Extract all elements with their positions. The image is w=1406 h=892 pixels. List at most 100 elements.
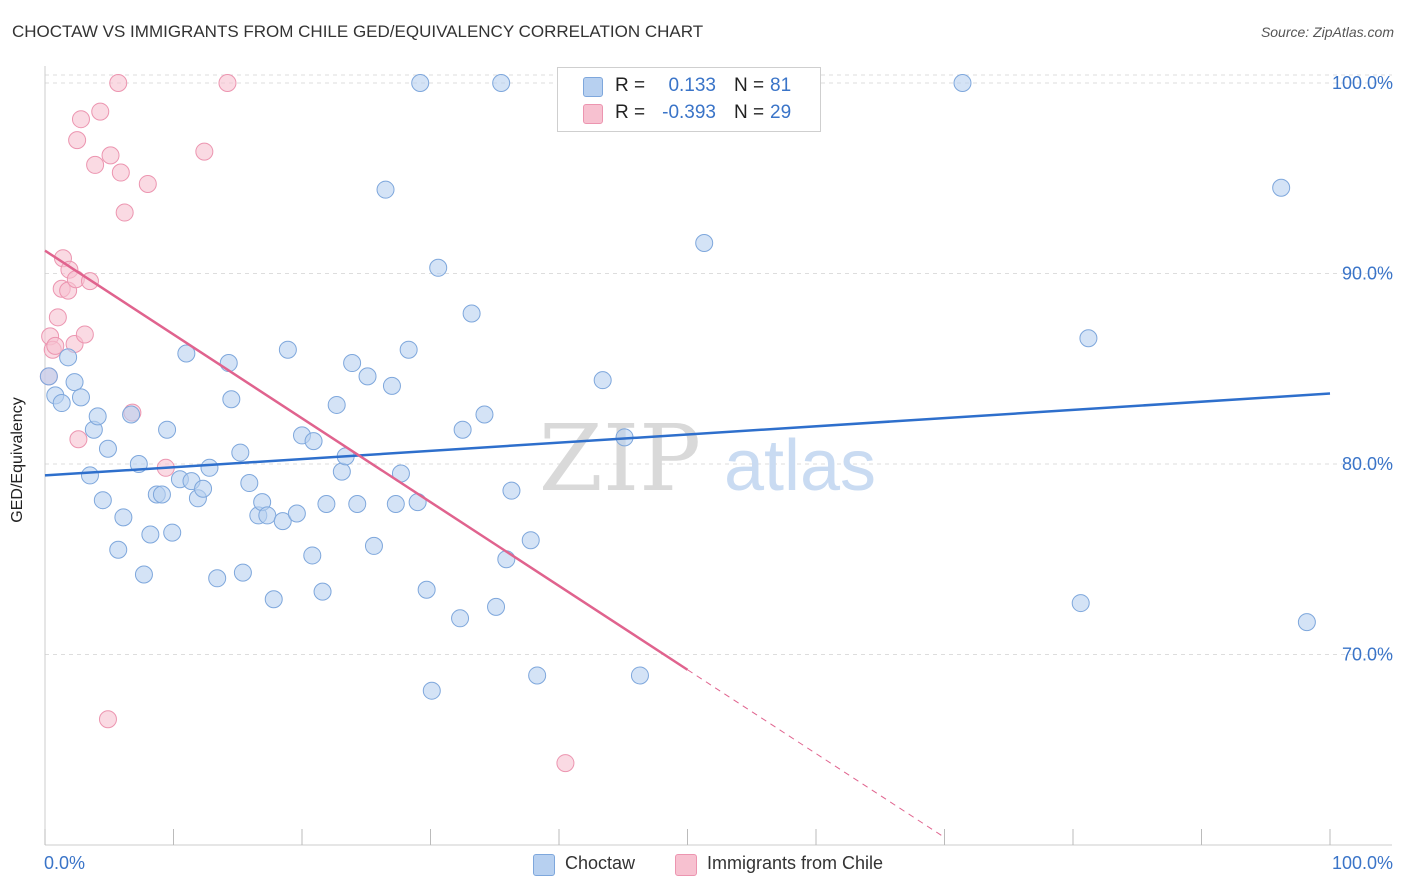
choctaw-point [1297, 613, 1316, 632]
choctaw-point [114, 508, 133, 527]
chile-point [46, 336, 65, 355]
chile-point [69, 430, 88, 449]
choctaw-point [502, 481, 521, 500]
n-label: N = [734, 75, 765, 96]
r-value: 0.133 [668, 75, 716, 96]
choctaw-point [364, 536, 383, 555]
r-label: R = [615, 102, 646, 123]
choctaw-point [231, 443, 250, 462]
choctaw-point [475, 405, 494, 424]
y-tick-label: 100.0% [1332, 73, 1393, 93]
choctaw-point [593, 371, 612, 390]
n-value: 29 [770, 102, 792, 123]
x-tick-label: 0.0% [44, 853, 85, 873]
choctaw-point [264, 590, 283, 609]
choctaw-point [88, 407, 107, 426]
choctaw-point [453, 420, 472, 439]
choctaw-trend-line [44, 392, 1331, 477]
chile-point [109, 74, 128, 92]
r-value: -0.393 [662, 102, 716, 123]
choctaw-point [417, 580, 436, 599]
x-tick-label: 100.0% [1332, 853, 1393, 873]
choctaw-point [358, 367, 377, 386]
choctaw-point [630, 666, 649, 685]
chile-swatch [583, 104, 603, 124]
choctaw-point [98, 439, 117, 458]
choctaw-point [258, 506, 277, 525]
chart-title: CHOCTAW VS IMMIGRANTS FROM CHILE GED/EQU… [12, 22, 704, 41]
choctaw-point [163, 523, 182, 542]
choctaw-point [492, 74, 511, 92]
choctaw-point [141, 525, 160, 544]
correlation-legend: R = 0.133 N = 81 R = -0.393 N = 29 [557, 67, 821, 132]
watermark: ZIP atlas [539, 405, 876, 512]
choctaw-point [52, 394, 71, 413]
choctaw-points [39, 74, 1316, 700]
choctaw-point [152, 485, 171, 504]
choctaw-point [304, 432, 323, 451]
choctaw-legend-label: Choctaw [565, 853, 636, 873]
chile-point [86, 155, 105, 174]
choctaw-point [317, 495, 336, 514]
chile-point [556, 754, 575, 773]
choctaw-point [200, 458, 219, 477]
choctaw-point [278, 340, 297, 359]
choctaw-point [122, 405, 141, 424]
n-label: N = [734, 102, 765, 123]
tick-labels: 70.0% 80.0% 90.0% 100.0% 0.0% 100.0% [44, 73, 1393, 873]
chile-point [138, 174, 157, 193]
watermark-zip: ZIP [539, 405, 701, 512]
choctaw-point [1079, 329, 1098, 348]
choctaw-swatch [583, 77, 603, 97]
chile-point [71, 110, 90, 129]
choctaw-point [303, 546, 322, 565]
chile-point [101, 146, 120, 165]
chile-trend-line [44, 249, 689, 671]
choctaw-point [399, 340, 418, 359]
chile-legend-swatch [675, 854, 697, 876]
choctaw-point [313, 582, 332, 601]
chile-point [195, 142, 214, 161]
choctaw-point [429, 258, 448, 277]
choctaw-point [327, 395, 346, 414]
chile-legend-label: Immigrants from Chile [707, 853, 884, 873]
chile-point [75, 325, 94, 344]
choctaw-point [233, 563, 252, 582]
chile-point [218, 74, 237, 92]
y-tick-label: 70.0% [1342, 645, 1393, 665]
source-note: Source: ZipAtlas.com [1260, 24, 1394, 40]
choctaw-point [422, 681, 441, 700]
chile-point [98, 710, 117, 729]
choctaw-point [411, 74, 430, 92]
choctaw-point [273, 512, 292, 531]
choctaw-point [80, 466, 99, 485]
choctaw-point [497, 550, 516, 569]
choctaw-point [287, 504, 306, 523]
choctaw-point [382, 376, 401, 395]
choctaw-point [695, 234, 714, 253]
n-value: 81 [770, 75, 792, 96]
choctaw-legend-swatch [533, 854, 555, 876]
choctaw-point [451, 609, 470, 628]
choctaw-point [462, 304, 481, 323]
choctaw-point [158, 420, 177, 439]
choctaw-point [39, 367, 58, 386]
choctaw-point [386, 495, 405, 514]
choctaw-point [177, 344, 196, 363]
choctaw-point [521, 531, 540, 550]
chile-point [91, 102, 110, 121]
choctaw-point [1272, 178, 1291, 197]
chile-point [115, 203, 134, 222]
y-tick-label: 80.0% [1342, 454, 1393, 474]
choctaw-point [528, 666, 547, 685]
choctaw-point [240, 474, 259, 493]
choctaw-point [93, 491, 112, 510]
choctaw-point [109, 540, 128, 559]
y-tick-label: 90.0% [1342, 264, 1393, 284]
choctaw-point [208, 569, 227, 588]
choctaw-point [376, 180, 395, 199]
chile-point [111, 163, 130, 182]
choctaw-point [953, 74, 972, 92]
choctaw-point [194, 479, 213, 498]
